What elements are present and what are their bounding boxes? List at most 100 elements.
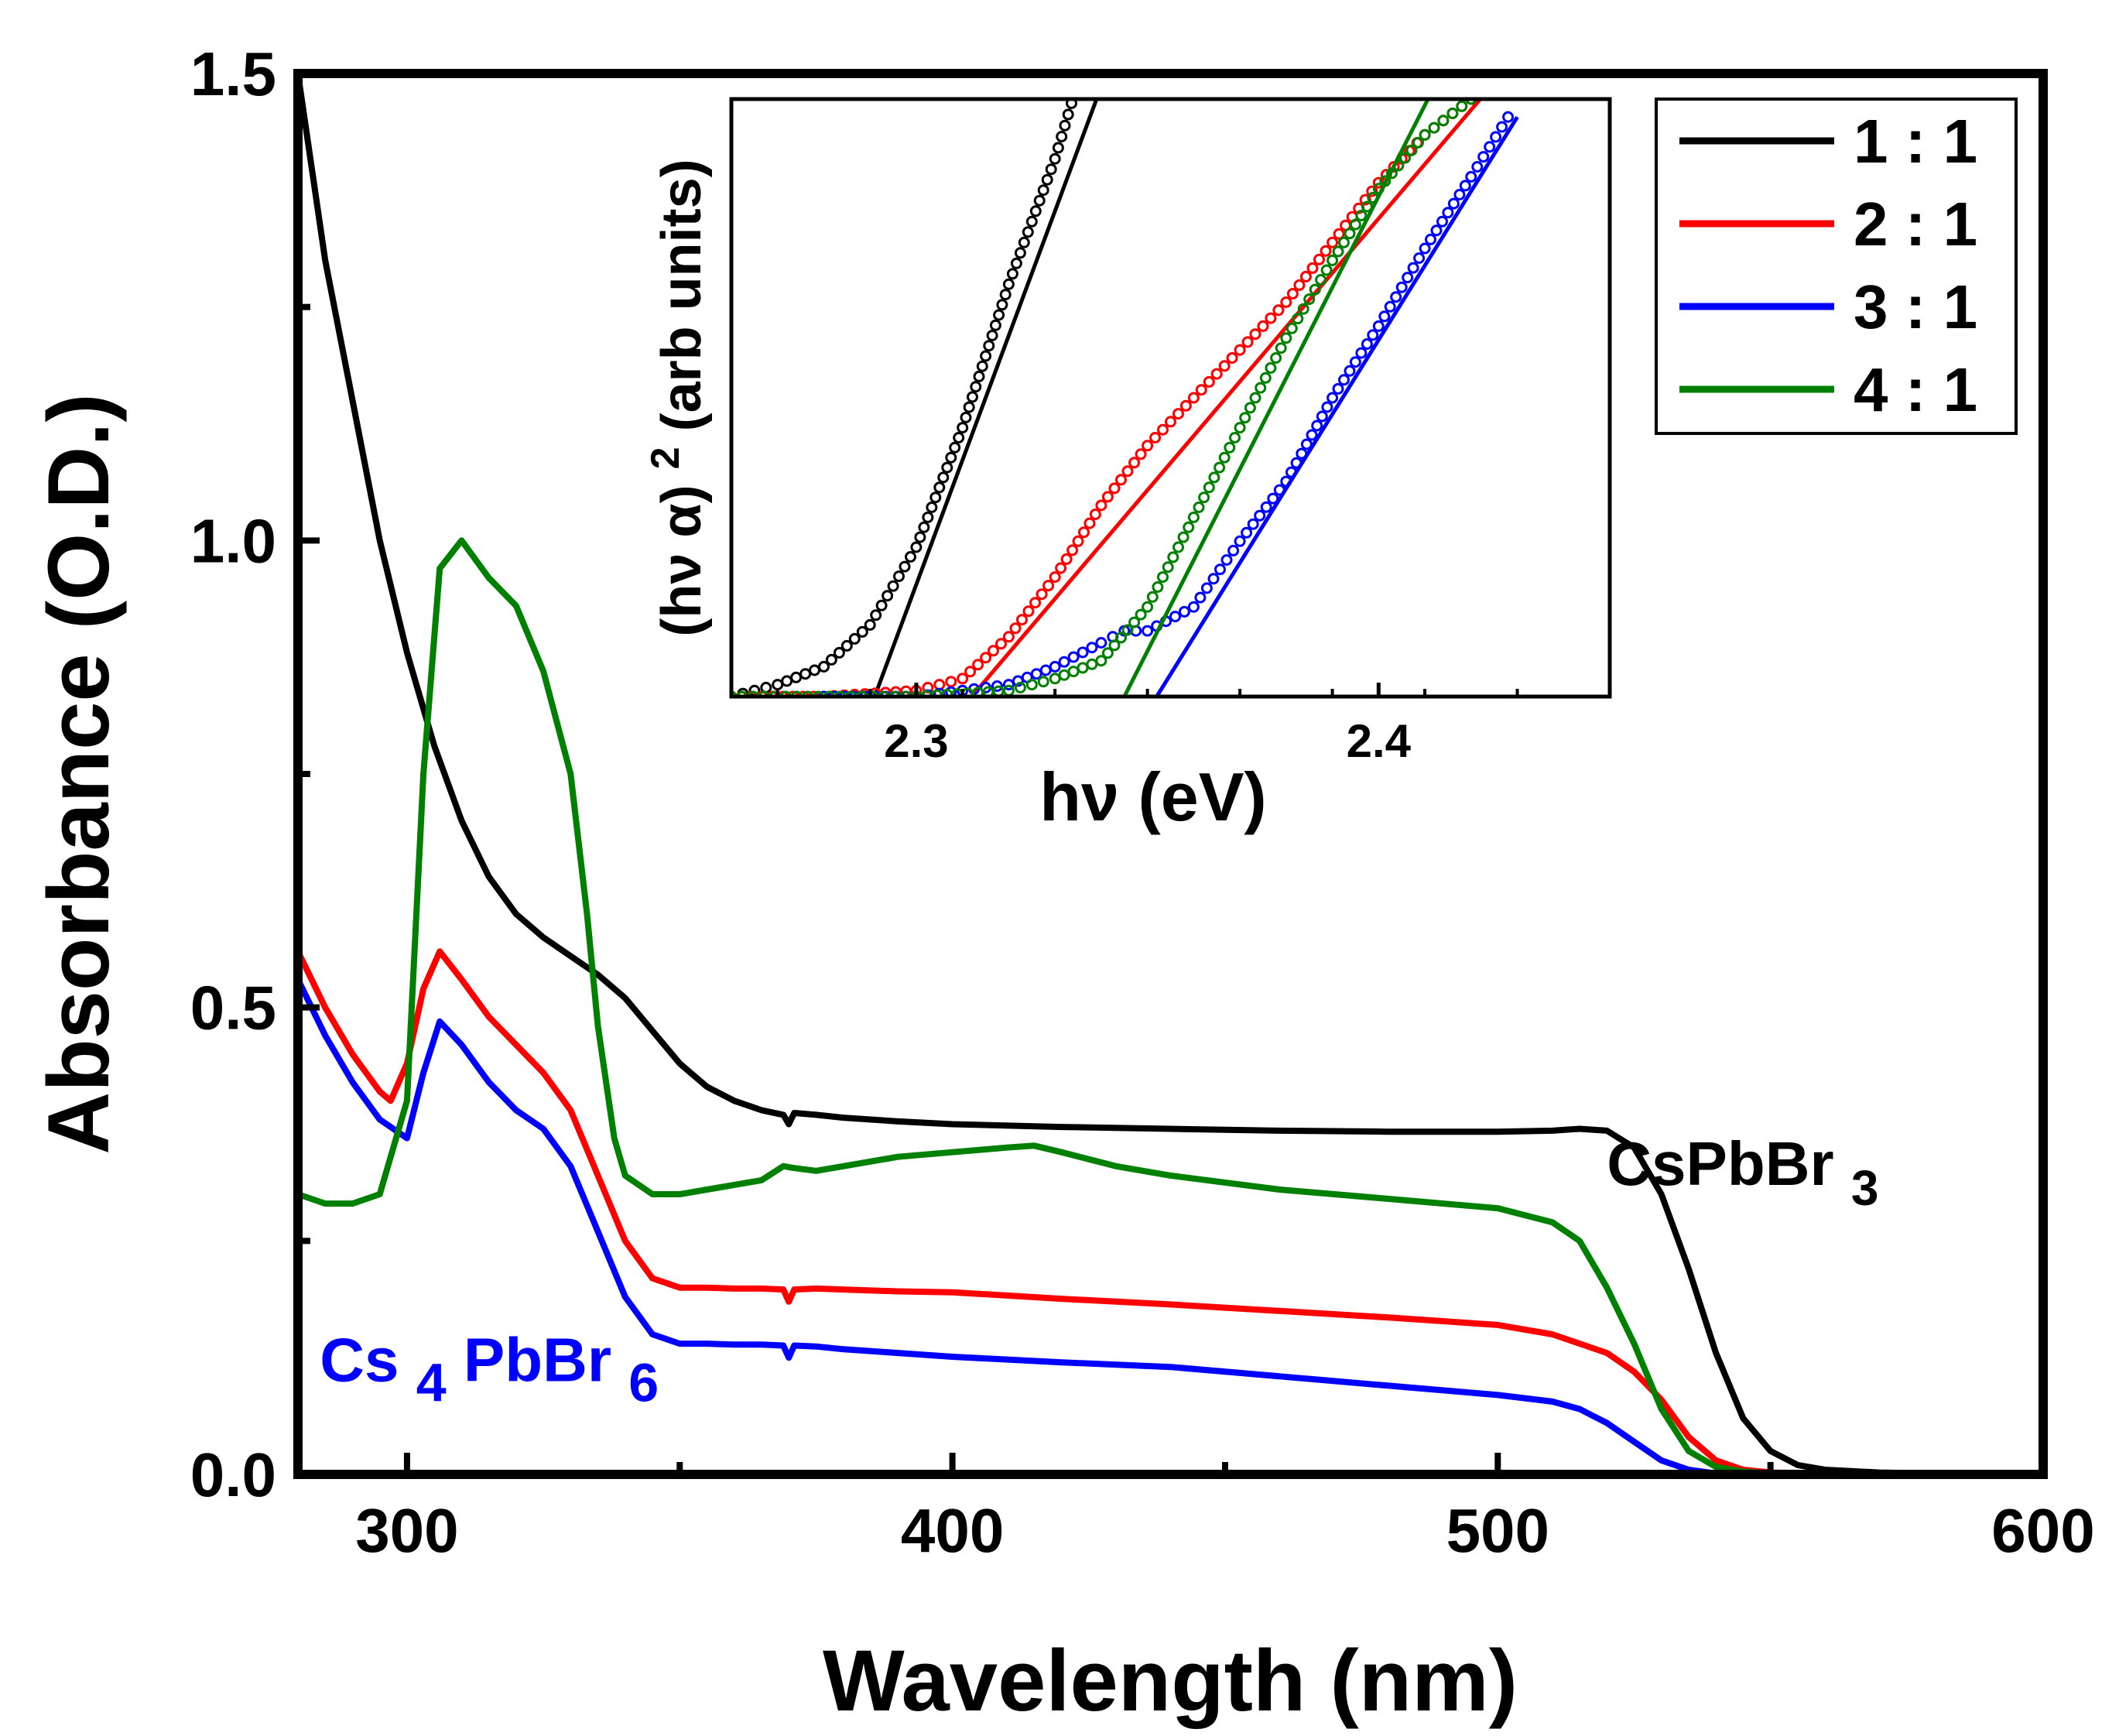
- inset-marker-3-1: [1321, 401, 1333, 413]
- inset-marker-4-1: [1419, 128, 1431, 141]
- inset-marker-3-1: [1430, 224, 1443, 237]
- inset-marker-4-1: [1224, 441, 1236, 454]
- legend-label: 2 : 1: [1854, 190, 1977, 259]
- inset-marker-4-1: [1249, 392, 1261, 404]
- legend-label: 1 : 1: [1854, 107, 1977, 176]
- inset-marker-1-1: [856, 625, 868, 638]
- inset-marker-3-1: [1327, 392, 1339, 404]
- inset-marker-3-1: [1436, 215, 1448, 228]
- inset-marker-4-1: [1270, 352, 1282, 364]
- inset-marker-2-1: [1203, 375, 1215, 388]
- inset-marker-1-1: [1062, 108, 1074, 121]
- inset-marker-1-1: [957, 422, 969, 434]
- series-line-3-1: [295, 976, 2046, 1477]
- inset-marker-1-1: [799, 668, 812, 680]
- inset-marker-1-1: [993, 309, 1005, 321]
- inset-fit-line-2-1: [970, 99, 1482, 697]
- inset-marker-3-1: [1395, 281, 1408, 293]
- inset-marker-2-1: [1210, 368, 1223, 380]
- inset-marker-3-1: [1227, 544, 1240, 556]
- inset-marker-4-1: [1183, 521, 1195, 533]
- inset-marker-1-1: [1029, 205, 1042, 217]
- inset-marker-1-1: [914, 531, 926, 543]
- inset-marker-2-1: [1333, 228, 1345, 240]
- inset-marker-3-1: [1254, 509, 1266, 522]
- inset-marker-4-1: [1203, 481, 1215, 494]
- inset-marker-1-1: [1002, 278, 1015, 290]
- inset-marker-4-1: [1239, 412, 1251, 424]
- inset-marker-3-1: [1187, 601, 1200, 613]
- inset-marker-1-1: [1006, 268, 1018, 280]
- inset-marker-2-1: [1172, 408, 1184, 420]
- inset-marker-2-1: [1165, 416, 1176, 428]
- y-tick-label: 1.0: [190, 506, 276, 575]
- main-x-axis-label: Wavelength (nm): [823, 1632, 1518, 1729]
- inset-marker-3-1: [1332, 382, 1344, 395]
- inset-marker-3-1: [1039, 664, 1052, 676]
- inset-marker-2-1: [1234, 344, 1246, 356]
- inset-marker-1-1: [989, 319, 1001, 331]
- inset-marker-4-1: [888, 690, 901, 697]
- inset-marker-2-1: [1016, 614, 1028, 626]
- inset-marker-3-1: [1459, 180, 1471, 192]
- inset-marker-4-1: [1446, 108, 1459, 119]
- inset-marker-2-1: [1089, 508, 1101, 520]
- inset-marker-2-1: [1320, 245, 1332, 257]
- inset-marker-2-1: [1372, 176, 1385, 189]
- inset-marker-2-1: [1115, 474, 1127, 486]
- inset-marker-1-1: [996, 299, 1008, 311]
- inset-plot-frame: [729, 97, 1612, 699]
- inset-marker-1-1: [905, 551, 916, 563]
- inset-marker-3-1: [1425, 233, 1436, 245]
- inset-marker-1-1: [933, 481, 946, 494]
- inset-x-tick-label: 2.3: [884, 715, 948, 767]
- inset-marker-4-1: [1177, 531, 1190, 543]
- inset-marker-4-1: [1244, 402, 1256, 414]
- inset-marker-1-1: [1052, 142, 1064, 154]
- inset-marker-2-1: [1286, 288, 1299, 300]
- inset-marker-3-1: [1049, 660, 1061, 673]
- inset-marker-4-1: [1167, 551, 1179, 563]
- annotation-cs4pbbr6-sub: 4: [416, 1352, 447, 1412]
- inset-marker-1-1: [949, 441, 961, 454]
- inset-marker-3-1: [828, 690, 840, 697]
- inset-marker-2-1: [787, 690, 799, 697]
- inset-marker-1-1: [910, 541, 923, 553]
- inset-marker-2-1: [1241, 336, 1254, 348]
- annotation-cs4pbbr6-sub: 6: [628, 1352, 659, 1412]
- inset-marker-3-1: [1490, 131, 1502, 143]
- inset-marker-1-1: [960, 411, 972, 423]
- inset-marker-4-1: [1327, 254, 1339, 266]
- inset-marker-1-1: [986, 330, 998, 341]
- annotation-cs4pbbr6: Cs 4 PbBr 6: [320, 1325, 659, 1414]
- inset-fit-line-4-1: [1122, 99, 1430, 697]
- inset-marker-4-1: [1135, 608, 1147, 621]
- inset-marker-3-1: [1402, 272, 1414, 284]
- inset-marker-2-1: [1002, 631, 1015, 643]
- inset-marker-1-1: [887, 580, 899, 592]
- inset-marker-3-1: [1077, 646, 1089, 659]
- inset-marker-1-1: [980, 350, 992, 362]
- inset-marker-1-1: [840, 639, 853, 652]
- legend: 1 : 1 2 : 1 3 : 1 4 : 1: [1655, 98, 2018, 435]
- inset-marker-1-1: [1045, 163, 1057, 176]
- inset-marker-1-1: [973, 370, 985, 382]
- inset-marker-4-1: [1355, 210, 1368, 221]
- inset-marker-2-1: [1121, 465, 1134, 478]
- inset-marker-1-1: [899, 560, 911, 573]
- inset-clip-group: [731, 99, 1519, 697]
- inset-marker-2-1: [1280, 296, 1292, 308]
- inset-marker-3-1: [1384, 300, 1396, 313]
- inset-marker-4-1: [1157, 571, 1169, 584]
- inset-marker-1-1: [967, 391, 978, 403]
- inset-marker-3-1: [848, 690, 861, 697]
- inset-marker-4-1: [1187, 511, 1200, 523]
- inset-marker-3-1: [1390, 291, 1402, 303]
- inset-marker-1-1: [1059, 119, 1071, 132]
- inset-marker-4-1: [769, 690, 781, 697]
- inset-marker-4-1: [1152, 581, 1164, 593]
- inset-marker-4-1: [779, 690, 792, 697]
- inset-marker-3-1: [1355, 347, 1368, 359]
- legend-item-4-1: 4 : 1: [1679, 355, 1977, 424]
- inset-marker-3-1: [1178, 605, 1190, 618]
